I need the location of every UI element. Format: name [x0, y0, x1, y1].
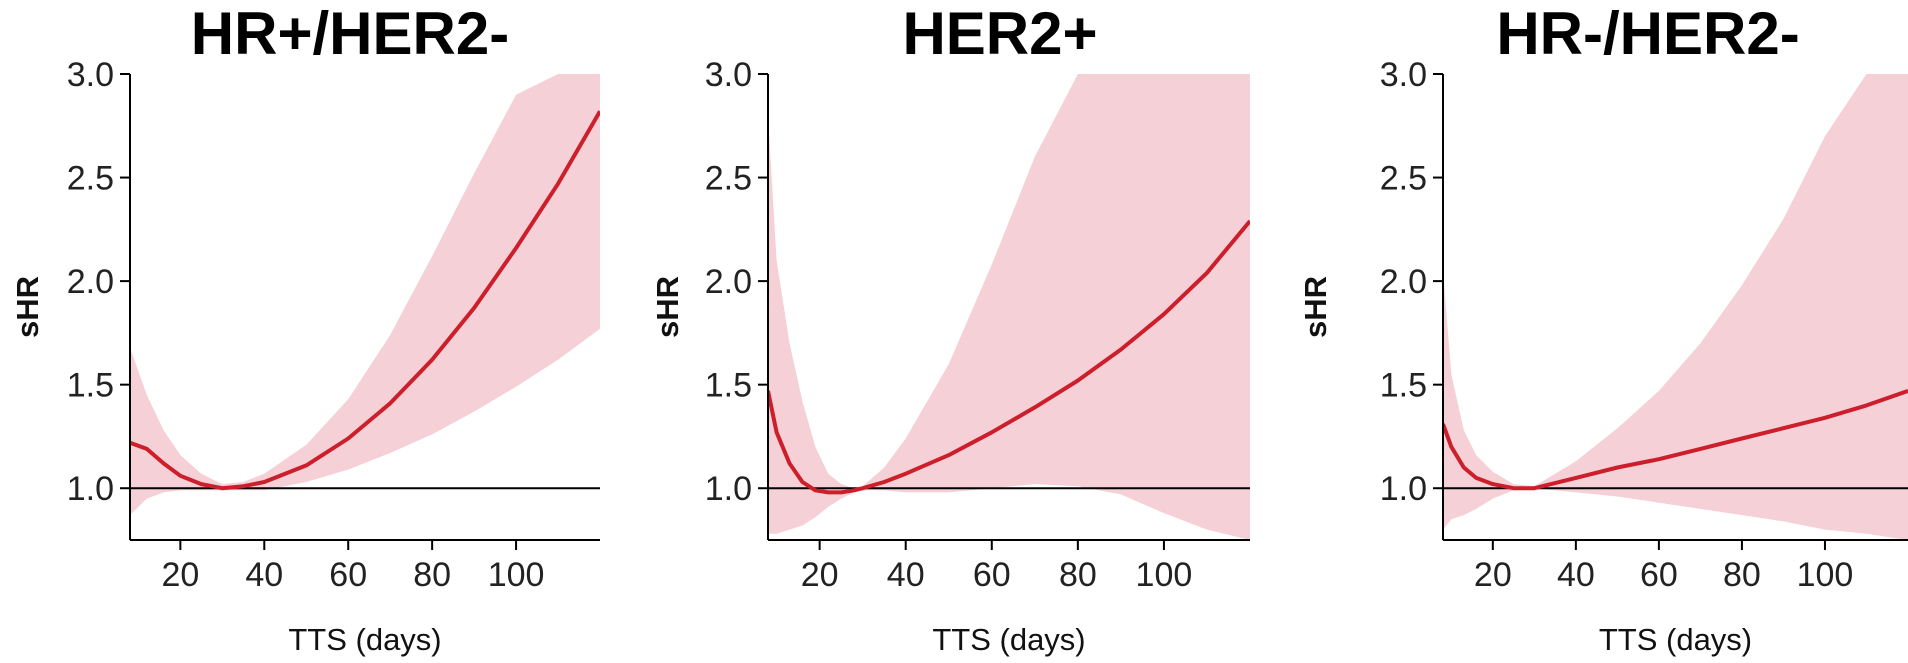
y-axis-label: sHR — [1298, 276, 1333, 338]
y-tick-label: 1.5 — [67, 367, 114, 405]
x-tick-label: 60 — [1640, 556, 1678, 594]
x-axis-label: TTS (days) — [932, 622, 1085, 657]
chart-title: HR-/HER2- — [1496, 0, 1800, 67]
x-tick-label: 80 — [1723, 556, 1761, 594]
x-tick-label: 80 — [1059, 556, 1097, 594]
y-tick-label: 3.0 — [705, 56, 752, 94]
y-tick-label: 1.0 — [1380, 470, 1427, 508]
chart-title: HER2+ — [902, 0, 1098, 67]
x-tick-label: 40 — [1557, 556, 1595, 594]
y-tick-label: 1.5 — [1380, 367, 1427, 405]
chart-plot: 1.0 1.5 2.0 2.5 3.0 20 40 60 80 100 TTS (days) sHR — [1298, 56, 1908, 657]
x-tick-label: 100 — [488, 556, 545, 594]
y-tick-label: 2.0 — [67, 263, 114, 301]
x-axis-label: TTS (days) — [1599, 622, 1752, 657]
x-tick-label: 40 — [887, 556, 925, 594]
x-tick-label: 40 — [245, 556, 283, 594]
x-tick-label: 80 — [413, 556, 451, 594]
confidence-band — [1443, 74, 1908, 540]
x-tick-label: 60 — [973, 556, 1011, 594]
x-tick-label: 60 — [329, 556, 367, 594]
series-line — [768, 219, 1250, 495]
y-axis-label: sHR — [10, 276, 45, 338]
y-tick-label: 2.5 — [705, 160, 752, 198]
x-tick-label: 100 — [1136, 556, 1193, 594]
y-axis-label: sHR — [650, 276, 685, 338]
confidence-band — [768, 74, 1250, 540]
chart-plot: 1.0 1.5 2.0 2.5 3.0 20 40 60 80 100 TTS (days) sHR — [650, 56, 1250, 657]
x-tick-label: 100 — [1797, 556, 1854, 594]
chart-panel-her2-pos: HER2+ 1.0 1.5 2.0 2.5 3.0 20 40 60 80 100 TTS (day… — [640, 0, 1260, 663]
y-tick-label: 2.5 — [67, 160, 114, 198]
y-tick-label: 1.0 — [67, 470, 114, 508]
x-axis-label: TTS (days) — [288, 622, 441, 657]
chart-panel-hr-neg-her2-neg: HR-/HER2- 1.0 1.5 2.0 2.5 3.0 20 40 60 80 100 TTS … — [1288, 0, 1908, 663]
confidence-band — [130, 74, 600, 516]
y-tick-label: 1.0 — [705, 470, 752, 508]
x-tick-label: 20 — [801, 556, 839, 594]
y-tick-label: 1.5 — [705, 367, 752, 405]
chart-title: HR+/HER2- — [190, 0, 510, 67]
y-tick-label: 3.0 — [1380, 56, 1427, 94]
y-tick-label: 3.0 — [67, 56, 114, 94]
chart-panel-hr-pos-her2-neg: HR+/HER2- 1.0 1.5 2.0 2.5 3.0 20 40 60 80 100 TTS … — [0, 0, 620, 663]
y-tick-label: 2.5 — [1380, 160, 1427, 198]
x-tick-label: 20 — [1474, 556, 1512, 594]
series-line — [1443, 389, 1908, 491]
series-line — [130, 110, 600, 491]
x-tick-label: 20 — [161, 556, 199, 594]
y-tick-label: 2.0 — [705, 263, 752, 301]
y-tick-label: 2.0 — [1380, 263, 1427, 301]
chart-plot: 1.0 1.5 2.0 2.5 3.0 20 40 60 80 100 TTS (days) sHR — [10, 56, 600, 657]
